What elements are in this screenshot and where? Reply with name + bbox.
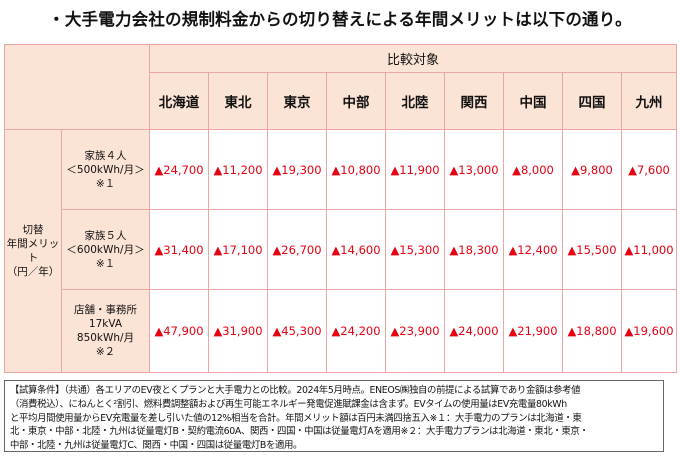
merit-value-cell: ▲17,100 bbox=[208, 209, 268, 290]
row-group-label: 切替 年間メリット （円／年） bbox=[4, 129, 62, 373]
row-label-line: 家族５人 bbox=[84, 229, 127, 242]
merit-value-cell: ▲10,800 bbox=[326, 129, 386, 210]
merit-value-cell: ▲11,900 bbox=[385, 129, 445, 210]
row-label-line: ※１ bbox=[95, 257, 116, 270]
merit-value-cell: ▲18,800 bbox=[562, 289, 622, 373]
merit-table: 比較対象 北海道 東北 東京 中部 北陸 関西 中国 四国 九州 切替 年間メリット （円／年）… bbox=[4, 44, 677, 373]
merit-value-cell: ▲14,600 bbox=[326, 209, 386, 290]
merit-value-cell: ▲45,300 bbox=[267, 289, 327, 373]
region-header: 四国 bbox=[562, 72, 622, 130]
merit-value-cell: ▲31,900 bbox=[208, 289, 268, 373]
merit-value-cell: ▲24,700 bbox=[149, 129, 209, 210]
merit-value-cell: ▲13,000 bbox=[444, 129, 504, 210]
calculation-note: 【試算条件】（共通）各エリアのEV夜とくプランと大手電力との比較。2024年5月… bbox=[4, 380, 664, 452]
region-header: 北陸 bbox=[385, 72, 445, 130]
merit-value-cell: ▲8,000 bbox=[503, 129, 563, 210]
corner-cell bbox=[4, 44, 150, 130]
compare-header: 比較対象 bbox=[149, 44, 677, 73]
merit-value-cell: ▲47,900 bbox=[149, 289, 209, 373]
row-group-label-line: 切替 bbox=[22, 224, 44, 236]
region-header: 中部 bbox=[326, 72, 386, 130]
row-label-line: 家族４人 bbox=[84, 149, 127, 162]
region-header: 東京 bbox=[267, 72, 327, 130]
merit-value-cell: ▲26,700 bbox=[267, 209, 327, 290]
merit-value-cell: ▲15,300 bbox=[385, 209, 445, 290]
row-label-line: ※１ bbox=[95, 177, 116, 190]
merit-value-cell: ▲19,600 bbox=[621, 289, 677, 373]
merit-value-cell: ▲31,400 bbox=[149, 209, 209, 290]
merit-value-cell: ▲15,500 bbox=[562, 209, 622, 290]
row-label-line: 850kWh/月 bbox=[76, 332, 135, 344]
region-header: 中国 bbox=[503, 72, 563, 130]
merit-value-cell: ▲24,000 bbox=[444, 289, 504, 373]
note-line: と平均月間使用量からEV充電量を差し引いた値の12%相当を合計。年間メリット額は… bbox=[10, 412, 582, 424]
note-line: 北・東京・中部・北陸・九州は従量電灯B・契約電流60A、関西・四国・中国は従量電… bbox=[10, 426, 589, 438]
row-group-label-line: （円／年） bbox=[6, 266, 60, 278]
row-label: 家族４人 ＜500kWh/月＞ ※１ bbox=[61, 129, 150, 210]
region-header: 九州 bbox=[621, 72, 677, 130]
page-title: ・大手電力会社の規制料金からの切り替えによる年間メリットは以下の通り。 bbox=[48, 10, 632, 29]
row-group-label-line: 年間メリット bbox=[6, 238, 60, 264]
merit-value-cell: ▲18,300 bbox=[444, 209, 504, 290]
region-header: 北海道 bbox=[149, 72, 209, 130]
note-line: （消費税込）、にねんとく²割引、燃料費調整額および再生可能エネルギー発電促進賦課… bbox=[10, 398, 567, 410]
note-line: 【試算条件】（共通）各エリアのEV夜とくプランと大手電力との比較。2024年5月… bbox=[10, 385, 581, 396]
row-label: 家族５人 ＜600kWh/月＞ ※１ bbox=[61, 209, 150, 290]
merit-value-cell: ▲11,000 bbox=[621, 209, 677, 290]
merit-value-cell: ▲7,600 bbox=[621, 129, 677, 210]
merit-value-cell: ▲12,400 bbox=[503, 209, 563, 290]
merit-value-cell: ▲23,900 bbox=[385, 289, 445, 373]
row-label-line: ＜500kWh/月＞ bbox=[66, 163, 145, 176]
merit-value-cell: ▲19,300 bbox=[267, 129, 327, 210]
region-header: 関西 bbox=[444, 72, 504, 130]
row-label-line: 17kVA bbox=[88, 318, 123, 330]
row-label-line: 店舗・事務所 bbox=[74, 304, 137, 316]
row-label-line: ＜600kWh/月＞ bbox=[66, 243, 145, 256]
row-label: 店舗・事務所 17kVA 850kWh/月 ※２ bbox=[61, 289, 150, 373]
row-label-line: ※２ bbox=[95, 346, 116, 358]
merit-value-cell: ▲9,800 bbox=[562, 129, 622, 210]
merit-value-cell: ▲11,200 bbox=[208, 129, 268, 210]
merit-value-cell: ▲24,200 bbox=[326, 289, 386, 373]
note-line: 中部・北陸・九州は従量電灯C、関西・中国・四国は従量電灯Bを適用。 bbox=[10, 440, 303, 452]
region-header: 東北 bbox=[208, 72, 268, 130]
merit-value-cell: ▲21,900 bbox=[503, 289, 563, 373]
